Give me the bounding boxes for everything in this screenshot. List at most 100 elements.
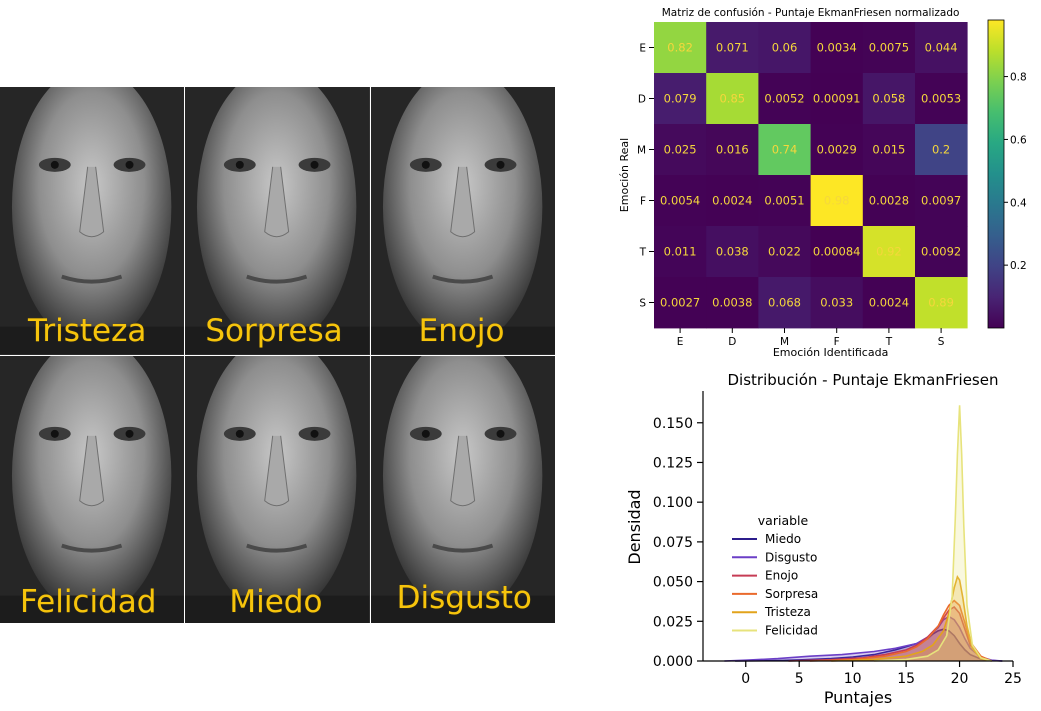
heatmap-cell-label: 0.82 [667, 41, 693, 55]
density-area-tristeza [831, 576, 992, 661]
heatmap-cell-label: 0.0029 [817, 143, 857, 157]
heatmap-cell-label: 0.0024 [712, 194, 752, 208]
legend-entry: Enojo [765, 569, 798, 583]
legend-entry: Miedo [765, 532, 801, 546]
heatmap-cell [654, 226, 707, 278]
heatmap-cell-label: 0.00084 [813, 245, 861, 259]
colorbar-tick: 0.4 [1010, 197, 1027, 209]
density-x-tick: 15 [897, 671, 915, 687]
heatmap-cell-label: 0.033 [820, 296, 853, 310]
heatmap-cell [862, 22, 916, 74]
colorbar-tick: 0.6 [1010, 134, 1027, 146]
heatmap-cell [758, 22, 811, 74]
heatmap-cell-label: 0.068 [768, 296, 801, 310]
face-label-disgusto: Disgusto [396, 579, 532, 616]
heatmap-cell-label: 0.74 [772, 143, 798, 157]
face-label-sorpresa: Sorpresa [205, 313, 343, 349]
heatmap-x-tick: E [677, 336, 684, 348]
heatmap-cell-label: 0.0034 [817, 41, 857, 55]
heatmap-cell-label: 0.0024 [869, 296, 909, 310]
heatmap-x-tick: D [728, 336, 736, 348]
density-distribution-chart: Distribución - Puntaje EkmanFriesen 0.000… [625, 371, 1022, 707]
colorbar-tick: 0.2 [1010, 260, 1027, 272]
face-photo-tristeza: Tristeza [0, 87, 185, 355]
heatmap-cell-label: 0.016 [716, 143, 749, 157]
density-x-tick: 10 [844, 671, 862, 687]
face-label-miedo: Miedo [229, 583, 323, 620]
heatmap-y-tick: D [638, 94, 646, 106]
density-y-tick: 0.075 [653, 535, 693, 551]
heatmap-x-tick: S [938, 336, 945, 348]
confusion-matrix-chart: Matriz de confusión - Puntaje EkmanFries… [618, 7, 1027, 359]
heatmap-cell-label: 0.038 [716, 245, 749, 259]
density-line-felicidad [873, 405, 992, 662]
density-y-tick: 0.150 [653, 416, 693, 432]
heatmap-x-label: Emoción Identificada [773, 346, 888, 359]
face-photo-miedo: Miedo [185, 355, 370, 623]
heatmap-cell [915, 175, 968, 227]
heatmap-cell-label: 0.025 [664, 143, 697, 157]
heatmap-cell [758, 73, 811, 125]
heatmap-cell [810, 124, 864, 176]
legend-entry: Tristeza [764, 605, 811, 619]
heatmap-cell-label: 0.0097 [921, 194, 961, 208]
heatmap-cell-label: 0.0052 [764, 92, 804, 106]
heatmap-y-label: Emoción Real [618, 138, 631, 212]
heatmap-cell-label: 0.2 [932, 143, 950, 157]
face-label-tristeza: Tristeza [28, 313, 147, 349]
density-x-tick: 0 [741, 671, 750, 687]
heatmap-y-tick: S [639, 298, 646, 310]
heatmap-cell-label: 0.0092 [921, 245, 961, 259]
face-illustration [0, 87, 185, 355]
density-line-miedo [735, 628, 1003, 662]
density-line-disgusto [724, 615, 1003, 662]
face-illustration [370, 355, 555, 623]
heatmap-x-tick: M [780, 336, 789, 348]
legend-entry: Disgusto [765, 550, 817, 564]
heatmap-cell-label: 0.079 [664, 92, 697, 106]
face-illustration [0, 355, 185, 623]
heatmap-cell-label: 0.044 [925, 41, 958, 55]
density-line-tristeza [831, 574, 992, 662]
density-y-label: Densidad [625, 489, 644, 564]
heatmap-x-tick: F [834, 336, 840, 348]
face-label-felicidad: Felicidad [20, 583, 157, 620]
heatmap-cell [862, 124, 916, 176]
heatmap-cell [862, 277, 916, 329]
heatmap-cell-label: 0.022 [768, 245, 801, 259]
heatmap-cell-label: 0.0054 [660, 194, 700, 208]
heatmap-cell [915, 124, 968, 176]
heatmap-cell [915, 22, 968, 74]
density-area-disgusto [724, 616, 1003, 661]
face-photo-sorpresa: Sorpresa [185, 87, 370, 355]
face-photo-enojo: Enojo [370, 87, 555, 355]
colorbar-tick: 0.8 [1010, 72, 1027, 84]
heatmap-cell [862, 226, 916, 278]
face-photo-felicidad: Felicidad [0, 355, 185, 623]
heatmap-cell-label: 0.0038 [712, 296, 752, 310]
heatmap-y-tick: T [639, 247, 647, 259]
heatmap-cell [915, 226, 968, 278]
heatmap-cell-label: 0.058 [872, 92, 905, 106]
heatmap-cell [810, 73, 864, 125]
heatmap-cell [654, 124, 707, 176]
density-y-tick: 0.100 [653, 495, 693, 511]
face-photo-disgusto: Disgusto [370, 355, 555, 623]
heatmap-y-tick: F [640, 196, 646, 208]
legend-entry: Sorpresa [765, 587, 818, 601]
legend-title: variable [758, 513, 809, 528]
heatmap-cell-label: 0.015 [872, 143, 905, 157]
density-x-tick: 25 [1004, 671, 1022, 687]
heatmap-cell-label: 0.00091 [813, 92, 861, 106]
heatmap-cell [810, 175, 864, 227]
heatmap-cell [810, 277, 864, 329]
heatmap-cell [706, 124, 759, 176]
face-illustration [370, 87, 555, 355]
heatmap-cell [915, 277, 968, 329]
heatmap-cell [706, 22, 759, 74]
heatmap-title: Matriz de confusión - Puntaje EkmanFries… [662, 7, 960, 19]
density-y-tick: 0.125 [653, 455, 693, 471]
density-y-tick: 0.025 [653, 614, 693, 630]
heatmap-cell-label: 0.0051 [764, 194, 804, 208]
heatmap-x-tick: T [885, 336, 893, 348]
